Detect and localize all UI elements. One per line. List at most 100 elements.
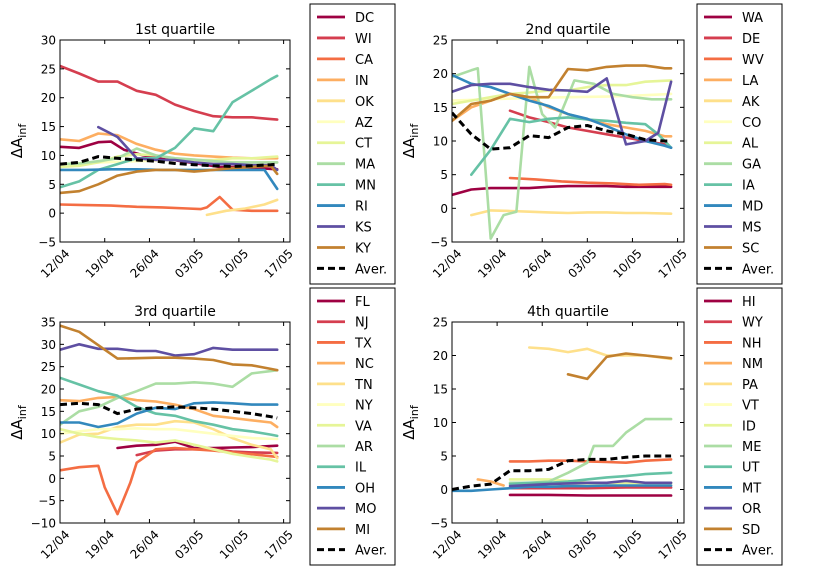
series-line-va [60, 427, 279, 463]
y-tick-label: 15 [433, 101, 448, 115]
legend-label: Aver. [355, 544, 387, 559]
legend-label: KY [355, 241, 371, 256]
legend-label: UT [742, 461, 760, 476]
legend-label: ID [742, 419, 756, 434]
y-axis-label-base: ΔA [8, 418, 26, 439]
x-tick-label: 17/05 [656, 246, 690, 280]
series-line-md [452, 73, 673, 149]
legend-label: TX [354, 336, 372, 351]
legend-label: MO [355, 502, 376, 517]
legend-label: OH [355, 481, 375, 496]
x-tick-label: 12/04 [38, 246, 72, 280]
legend-label: MN [355, 179, 376, 194]
legend-label: AK [742, 95, 760, 110]
y-axis-label-sub: inf [16, 123, 29, 138]
series-line-tn [60, 419, 279, 460]
y-tick-label: 10 [433, 416, 448, 430]
legend-label: VA [355, 419, 372, 434]
legend-label: OR [742, 502, 761, 517]
y-tick-label: 0 [48, 207, 56, 221]
legend-label: NM [742, 357, 763, 372]
series-line-aver [452, 454, 672, 491]
y-tick-label: 15 [41, 405, 56, 419]
legend-label: TN [354, 378, 373, 393]
chart-title: 1st quartile [135, 22, 215, 38]
x-tick-label: 26/04 [127, 527, 161, 561]
legend-label: WV [742, 53, 764, 68]
x-tick-label: 12/04 [38, 527, 72, 561]
legend-label: Aver. [742, 544, 774, 559]
series-line-oh [60, 401, 279, 429]
y-tick-label: 10 [41, 427, 56, 441]
y-tick-label: 5 [440, 168, 448, 182]
series-line-ar [60, 368, 279, 426]
legend-label: VT [742, 399, 759, 414]
y-tick-label: −5 [38, 236, 56, 250]
chart-title: 2nd quartile [525, 22, 610, 38]
legend-label: IN [355, 74, 369, 89]
legend-label: NY [355, 399, 373, 414]
series-line-nm [476, 478, 505, 487]
y-tick-label: 30 [41, 338, 56, 352]
series-line-ok [205, 198, 279, 217]
y-tick-label: 5 [48, 450, 56, 464]
series-line-mi [60, 324, 279, 372]
series-line-wv [508, 176, 673, 187]
legend-label: RI [355, 200, 368, 215]
x-tick-label: 03/05 [172, 527, 206, 561]
y-tick-label: 25 [41, 360, 56, 374]
y-tick-label: 35 [41, 316, 56, 330]
legend-label: CA [355, 53, 373, 68]
series-line-ia [470, 116, 673, 176]
series-line-hi [508, 493, 673, 497]
series-group [60, 64, 279, 217]
series-line-wy [508, 486, 673, 490]
series-line-ma [60, 147, 279, 166]
x-tick-label: 17/05 [262, 246, 296, 280]
legend-label: AR [355, 440, 373, 455]
chart-title: 3rd quartile [134, 304, 216, 320]
y-tick-label: −5 [430, 236, 448, 250]
legend-label: NJ [355, 316, 369, 331]
legend-label: MA [355, 158, 375, 173]
y-axis-label: ΔAinf [8, 123, 29, 159]
series-group [452, 64, 673, 240]
series-line-ms [452, 77, 673, 146]
series-group [452, 346, 673, 497]
y-tick-label: 25 [41, 62, 56, 76]
series-line-aver [452, 111, 672, 151]
legend-label: DE [742, 32, 760, 47]
y-axis-label-sub: inf [408, 404, 421, 419]
legend-label: MT [742, 481, 761, 496]
y-axis-label-sub: inf [16, 404, 29, 419]
legend-label: WA [742, 11, 763, 26]
x-tick-label: 03/05 [172, 246, 206, 280]
y-tick-label: 0 [48, 472, 56, 486]
series-group [60, 324, 279, 516]
x-tick-label: 17/05 [656, 527, 690, 561]
legend-label: AZ [355, 116, 373, 131]
chart-panel-2: 2nd quartile −5 0 5 10 15 20 25 12/04 19/04 26/04 0… [400, 3, 783, 285]
legend-label: CT [355, 137, 372, 152]
x-tick-label: 17/05 [262, 527, 296, 561]
series-line-tx [60, 446, 279, 516]
y-tick-label: 20 [433, 349, 448, 363]
x-tick-label: 10/05 [217, 527, 251, 561]
series-line-aver [60, 401, 278, 420]
legend-label: LA [742, 74, 759, 89]
y-axis-label: ΔAinf [8, 404, 29, 440]
legend-label: NC [355, 357, 374, 372]
x-tick-label: 19/04 [475, 246, 509, 280]
legend-label: IA [742, 179, 755, 194]
series-line-sd [566, 352, 673, 381]
y-axis-label: ΔAinf [400, 404, 421, 440]
legend-label: WI [355, 32, 372, 47]
y-tick-label: −5 [430, 517, 448, 531]
series-line-sc [452, 64, 673, 123]
y-tick-label: 0 [440, 483, 448, 497]
y-tick-label: 15 [41, 120, 56, 134]
series-line-wi [60, 64, 279, 121]
y-axis-label-base: ΔA [8, 137, 26, 158]
series-line-ny [60, 427, 279, 441]
